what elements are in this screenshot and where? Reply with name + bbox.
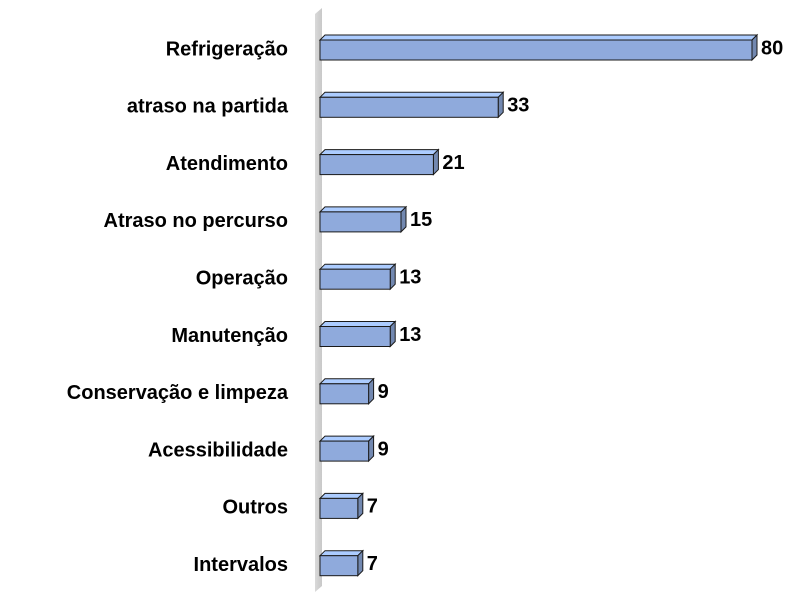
- category-label: Refrigeração: [166, 38, 288, 60]
- category-label: Atraso no percurso: [104, 210, 288, 232]
- bar: [319, 268, 391, 290]
- bar-top: [318, 550, 365, 557]
- bar-top: [318, 149, 440, 156]
- category-label: Manutenção: [171, 325, 288, 347]
- bar-side: [389, 262, 396, 291]
- bar-top: [318, 206, 408, 213]
- bar-side: [368, 377, 375, 406]
- value-label: 7: [367, 496, 378, 518]
- category-label: Acessibilidade: [148, 439, 288, 461]
- bar-side: [497, 91, 504, 119]
- value-label: 33: [507, 95, 529, 117]
- bar-side: [357, 549, 364, 577]
- bar-side: [357, 492, 364, 520]
- bar: [319, 383, 370, 405]
- value-label: 13: [399, 324, 421, 346]
- value-label: 21: [442, 152, 464, 174]
- category-label: Conservação e limpeza: [67, 382, 289, 404]
- bar-side: [751, 33, 758, 62]
- bar-top: [318, 34, 759, 41]
- bar-side: [432, 148, 439, 176]
- bar-top: [318, 321, 397, 327]
- bar: [319, 154, 434, 176]
- value-label: 80: [761, 37, 783, 59]
- bar-top: [318, 492, 365, 499]
- value-label: 9: [378, 381, 389, 403]
- bar-top: [318, 435, 375, 442]
- bar-side: [400, 205, 407, 234]
- bar: [319, 326, 391, 347]
- category-label: atraso na partida: [127, 96, 289, 118]
- bar: [319, 555, 359, 577]
- category-label: Atendimento: [166, 153, 288, 175]
- value-label: 7: [367, 553, 378, 575]
- bar: [319, 497, 359, 519]
- bar: [319, 440, 370, 462]
- value-label: 9: [378, 438, 389, 460]
- value-label: 13: [399, 266, 421, 288]
- bar-top: [318, 263, 397, 270]
- bar-side: [368, 434, 375, 463]
- category-label: Outros: [222, 497, 288, 519]
- category-label: Intervalos: [194, 554, 288, 576]
- bar: [319, 211, 402, 233]
- bar: [319, 96, 499, 118]
- bar-side: [389, 320, 396, 348]
- bar-top: [318, 378, 375, 385]
- value-label: 15: [410, 209, 432, 231]
- bar-top: [318, 91, 505, 98]
- bar: [319, 39, 753, 61]
- category-label: Operação: [196, 267, 288, 289]
